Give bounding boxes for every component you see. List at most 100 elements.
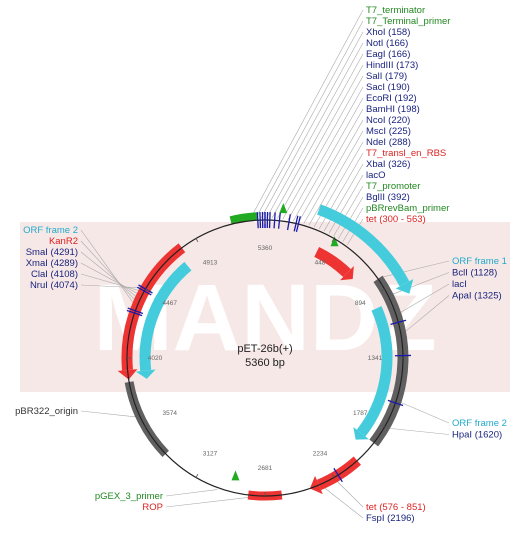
leader-line	[386, 427, 450, 435]
tick-mark	[145, 288, 150, 292]
feature-t7-terminator	[229, 212, 258, 225]
feature-tet-lower	[316, 456, 361, 491]
feature-label: MscI (225)	[366, 126, 411, 137]
feature-label: SalI (179)	[366, 71, 407, 82]
leader-line	[80, 251, 139, 299]
feature-orf-frame-2-left-arrowhead	[135, 369, 156, 379]
leader-line	[80, 284, 144, 289]
feature-label: tet (300 - 563)	[366, 214, 426, 225]
plasmid-name: pET-26b(+)	[237, 343, 292, 355]
tick-label: 2681	[258, 465, 273, 472]
feature-label: T7_Terminal_primer	[366, 16, 450, 27]
feature-label: BglII (392)	[366, 192, 410, 203]
feature-label: lacI	[452, 279, 467, 290]
leader-line	[293, 97, 364, 222]
tick-label: 5360	[258, 245, 273, 252]
feature-label: ClaI (4108)	[31, 269, 78, 280]
leader-line	[80, 410, 139, 418]
feature-orf-frame-2-right-arrowhead	[353, 427, 369, 440]
leader-line	[165, 489, 218, 497]
leader-line	[287, 86, 364, 221]
site-marker	[277, 212, 281, 229]
leader-line	[260, 31, 364, 219]
leader-line	[271, 53, 364, 219]
feature-orf-frame-1-arrowhead	[395, 279, 414, 294]
feature-label: T7_promoter	[366, 181, 420, 192]
site-marker	[293, 215, 299, 232]
leader-line	[80, 240, 137, 303]
feature-label: pBRrevBam_primer	[366, 203, 449, 214]
leader-line	[328, 174, 364, 234]
site-marker	[295, 216, 301, 233]
feature-label: HindIII (173)	[366, 60, 418, 71]
feature-label: NotI (166)	[366, 38, 408, 49]
feature-label: HpaI (1620)	[452, 430, 502, 441]
feature-orf-frame-2-right	[356, 306, 393, 437]
tick-label: 4913	[203, 260, 218, 267]
feature-label: ORF frame 2	[452, 418, 507, 429]
feature-tet-upper	[314, 246, 351, 278]
site-marker	[333, 467, 343, 483]
feature-orf-frame-1	[317, 204, 410, 287]
primer-t7-terminal-marker	[279, 203, 288, 214]
leader-line	[165, 496, 251, 508]
tick-mark	[195, 473, 199, 478]
feature-tet-upper-arrowhead	[340, 265, 354, 281]
leader-line	[402, 295, 450, 334]
feature-tet-lower-arrowhead	[309, 475, 323, 495]
tick-label: 1341	[368, 355, 383, 362]
leader-line	[80, 273, 142, 292]
tick-label: 3127	[203, 450, 218, 457]
site-marker	[259, 212, 262, 229]
site-marker	[268, 212, 271, 229]
leader-line	[277, 64, 364, 219]
feature-label: T7_terminator	[366, 5, 425, 16]
leader-line	[397, 283, 450, 315]
site-marker	[136, 286, 152, 296]
leader-line	[334, 479, 364, 508]
tick-mark	[331, 473, 335, 478]
leader-line	[250, 9, 364, 219]
tick-mark	[380, 288, 385, 292]
site-marker	[390, 319, 407, 325]
leader-line	[390, 272, 450, 296]
leader-line	[338, 196, 364, 239]
feature-label: lacO	[366, 170, 386, 181]
feature-label: T7_transl_en_RBS	[366, 148, 446, 159]
leader-line	[398, 400, 450, 424]
feature-label: SmaI (4291)	[26, 247, 78, 258]
leader-line	[303, 119, 364, 224]
leader-line	[255, 20, 364, 219]
leader-line	[333, 185, 364, 237]
tick-label: 4020	[148, 355, 163, 362]
tick-mark	[145, 424, 150, 428]
leader-line	[379, 260, 450, 278]
leader-line	[266, 42, 364, 219]
feature-label: BclI (1128)	[452, 268, 497, 279]
tick-label: 3574	[163, 410, 178, 417]
feature-label: pBR322_origin	[15, 406, 78, 417]
feature-label: XbaI (326)	[366, 159, 410, 170]
tick-label: 2234	[313, 450, 328, 457]
feature-label: EcoRI (192)	[366, 93, 417, 104]
site-marker	[126, 309, 143, 317]
feature-label: FspI (2196)	[366, 513, 415, 524]
leader-line	[282, 75, 364, 220]
site-marker	[273, 212, 276, 229]
site-marker	[127, 307, 144, 315]
leader-line	[80, 262, 141, 296]
feature-label: tet (576 - 851)	[366, 502, 426, 513]
feature-label: EagI (166)	[366, 49, 410, 60]
tick-labels: 448 894 1341 1787 2234 2681 3127 3574 4020 4467 49…	[127, 220, 403, 496]
feature-label: ORF frame 2	[23, 225, 78, 236]
tick-label: 894	[355, 300, 366, 307]
feature-label: XhoI (158)	[366, 27, 410, 38]
leader-line	[321, 485, 364, 519]
tick-mark	[195, 238, 199, 243]
tick-mark	[331, 238, 335, 243]
feature-label: pGEX_3_primer	[95, 491, 163, 502]
feature-label: NcoI (220)	[366, 115, 410, 126]
leader-lines	[80, 9, 450, 519]
feature-label: ApaI (1325)	[452, 291, 502, 302]
